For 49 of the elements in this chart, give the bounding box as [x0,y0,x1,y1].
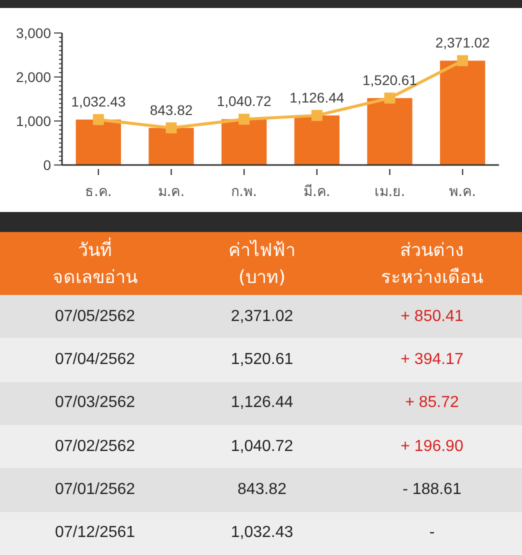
data-label: 1,032.43 [71,94,126,110]
bar [76,120,121,165]
text: 07/05/2562 [54,308,136,326]
bar [148,128,194,165]
text: 1,040.72 [230,438,294,456]
text: 1,126.44 [230,394,294,412]
x-tick-label: ธ.ค. [84,184,112,200]
text: 843.82 [238,480,286,499]
point [92,114,104,126]
text: 1,520.61 [230,350,294,369]
data-label: 1,126.44 [290,89,344,106]
text: - [429,524,435,542]
data-label: 1,520.61 [362,72,418,88]
text: 2,371.02 [230,308,294,326]
text: + 85.72 [405,394,459,412]
text: วันที่ จดเลขอ่าน [52,236,138,290]
x-tick-label: พ.ค. [449,184,476,200]
y-tick-label: 0 [43,157,52,173]
data-label: 843.82 [150,102,193,118]
point [384,92,396,104]
point [311,110,322,121]
text: + 850.41 [400,308,464,326]
bar [367,98,412,165]
text: 07/01/2562 [54,480,136,499]
point [457,55,468,66]
text: ค่าไฟฟ้า (บาท) [228,238,296,290]
text: 07/04/2562 [54,350,136,369]
point [166,122,177,134]
bar [294,115,340,165]
x-tick-label: ม.ค. [158,184,185,200]
y-tick-label: 1,000 [16,113,52,129]
data-label: 1,040.72 [216,93,272,110]
bar [222,119,267,165]
text: 07/03/2562 [54,394,136,412]
text: 07/12/2561 [54,524,136,542]
x-tick-label: เม.ย. [374,184,406,200]
text: 1,032.43 [230,524,294,542]
text: + 394.17 [400,350,464,369]
data-label: 2,371.02 [435,34,490,51]
text: - 188.61 [402,480,462,499]
point [238,114,250,125]
text: ส่วนต่าง ระหว่างเดือน [381,238,483,290]
text: + 196.90 [400,438,464,456]
bar [440,60,486,165]
text: 07/02/2562 [54,438,136,456]
y-tick-label: 2,000 [16,69,52,85]
x-tick-label: มี.ค. [303,184,330,200]
x-tick-label: ก.พ. [231,184,258,200]
y-tick-label: 3,000 [16,25,52,41]
